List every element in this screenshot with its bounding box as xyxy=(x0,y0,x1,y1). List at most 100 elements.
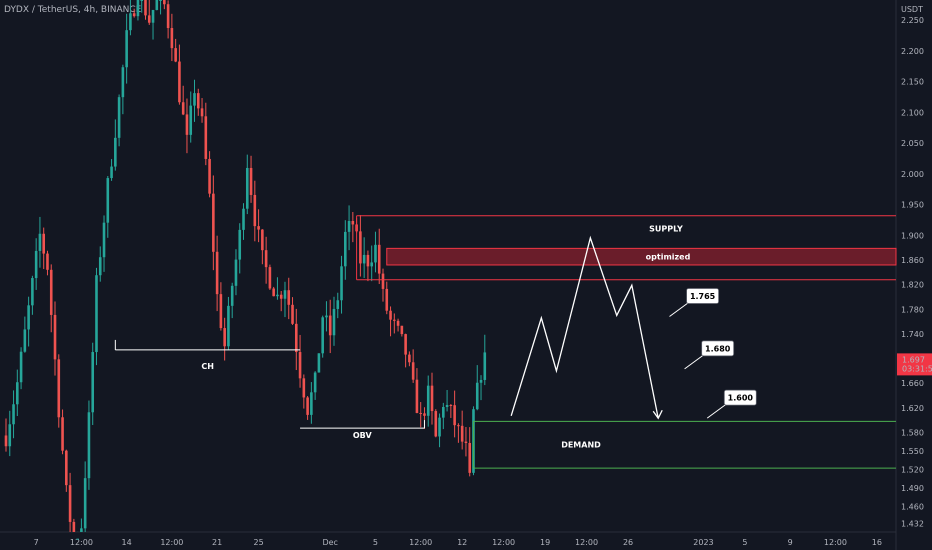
candle-body xyxy=(426,385,430,416)
candle-body xyxy=(362,254,366,264)
candle-body xyxy=(170,28,174,49)
candle-body xyxy=(442,406,445,418)
candle-body xyxy=(445,404,449,407)
candles xyxy=(4,0,487,540)
candle-body xyxy=(181,102,185,115)
y-tick-label: 1.490 xyxy=(901,484,924,493)
symbol-header[interactable]: DYDX / TetherUS, 4h, BINANCE xyxy=(4,5,142,15)
candle-body xyxy=(464,441,468,443)
candle-body xyxy=(389,310,392,320)
candle-body xyxy=(294,323,298,353)
callout-box[interactable] xyxy=(686,288,719,304)
x-tick-label: 12:00 xyxy=(409,538,432,547)
candle-body xyxy=(212,193,215,252)
candle-body xyxy=(404,334,407,355)
x-tick-label: Dec xyxy=(322,538,337,547)
x-tick-label: 16 xyxy=(872,538,882,547)
candle-body xyxy=(359,231,362,264)
candle-body xyxy=(163,0,166,5)
y-tick-label: 2.150 xyxy=(901,78,924,87)
candle-body xyxy=(321,317,324,354)
candle-body xyxy=(106,178,110,223)
candle-body xyxy=(230,285,234,306)
callout-label: 1.600 xyxy=(728,394,754,403)
candle-body xyxy=(393,319,396,321)
candle-body xyxy=(264,250,268,268)
ch-label: CH xyxy=(201,362,214,371)
y-tick-label: 1.460 xyxy=(901,502,924,511)
candle-body xyxy=(411,362,415,380)
y-tick-label: 1.860 xyxy=(901,256,924,265)
candle-body xyxy=(453,405,456,426)
candle-body xyxy=(313,372,317,393)
x-tick-label: 14 xyxy=(122,538,132,547)
x-tick-label: 21 xyxy=(212,538,222,547)
candle-body xyxy=(449,404,453,406)
x-tick-label: 2023 xyxy=(693,538,713,547)
x-tick-label: 9 xyxy=(788,538,793,547)
candle-body xyxy=(140,0,144,1)
x-tick-label: 12:00 xyxy=(575,538,598,547)
candle-body xyxy=(298,352,302,379)
candle-body xyxy=(151,9,155,23)
candle-body xyxy=(65,450,68,486)
candle-body xyxy=(245,167,249,209)
candle-body xyxy=(117,97,121,138)
candle-body xyxy=(193,93,196,106)
callout-box[interactable] xyxy=(723,389,757,406)
candle-body xyxy=(351,220,355,225)
x-tick-label: 5 xyxy=(742,538,747,547)
candle-body xyxy=(68,485,72,522)
candle-body xyxy=(132,13,136,17)
candle-body xyxy=(80,528,83,532)
candle-body xyxy=(479,379,483,383)
callout-label: 1.765 xyxy=(690,292,716,301)
candle-body xyxy=(98,257,102,276)
current-price-tag xyxy=(897,353,932,376)
candle-body xyxy=(385,288,389,311)
y-tick-label: 1.432 xyxy=(901,520,924,529)
candle-body xyxy=(219,294,223,329)
candle-body xyxy=(347,220,351,232)
candle-body xyxy=(102,222,106,258)
candle-body xyxy=(291,304,294,324)
x-tick-label: 7 xyxy=(34,538,39,547)
candle-body xyxy=(38,233,42,251)
candle-body xyxy=(189,105,193,135)
candle-body xyxy=(370,262,373,267)
candle-body xyxy=(76,538,79,540)
candle-body xyxy=(155,0,159,10)
obv-label: OBV xyxy=(353,431,373,440)
candle-body xyxy=(283,290,287,299)
candle-body xyxy=(257,226,260,230)
callout-box[interactable] xyxy=(701,340,735,357)
supply-label: SUPPLY xyxy=(649,225,683,234)
candle-body xyxy=(223,328,226,347)
candle-body xyxy=(200,108,204,117)
candle-body xyxy=(42,233,45,254)
candle-body xyxy=(400,325,404,335)
y-tick-label: 2.000 xyxy=(901,170,924,179)
candle-body xyxy=(328,315,332,336)
candle-body xyxy=(31,278,34,306)
candle-body xyxy=(16,382,19,405)
optimized-label: optimized xyxy=(646,253,691,262)
candle-body xyxy=(332,308,336,336)
candle-body xyxy=(4,435,8,447)
candle-body xyxy=(261,229,264,251)
candle-body xyxy=(91,352,95,413)
projection-arrowhead xyxy=(652,409,663,420)
candle-body xyxy=(438,417,441,437)
candle-body xyxy=(234,259,238,286)
candle-body xyxy=(114,137,117,167)
x-tick-label: 12:00 xyxy=(70,538,93,547)
candle-body xyxy=(272,288,275,297)
y-tick-label: 1.550 xyxy=(901,447,924,456)
y-tick-label: 1.740 xyxy=(901,330,924,339)
y-tick-label: 1.580 xyxy=(901,428,924,437)
candle-body xyxy=(430,385,434,412)
bar-countdown-label: 03:31:50 xyxy=(902,364,932,373)
projection-path xyxy=(510,235,659,419)
candle-body xyxy=(374,244,377,263)
